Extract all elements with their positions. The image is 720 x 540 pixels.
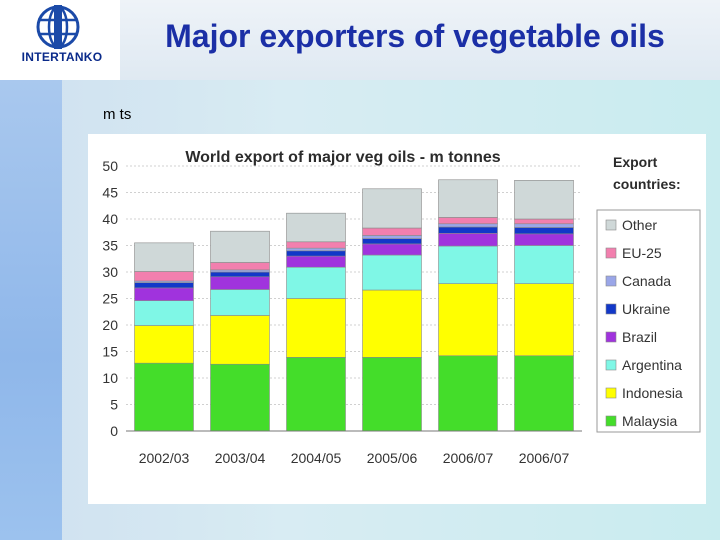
bar-segment-other <box>438 179 498 218</box>
legend-label-indonesia: Indonesia <box>622 385 683 401</box>
bar-segment-indonesia <box>210 315 270 365</box>
x-tick-label: 2002/03 <box>139 450 190 466</box>
page-title: Major exporters of vegetable oils <box>165 18 665 54</box>
legend-label-brazil: Brazil <box>622 329 657 345</box>
bar-segment-ukraine <box>362 238 422 245</box>
y-tick-label: 10 <box>102 370 118 386</box>
bar-segment-eu-25 <box>210 262 270 271</box>
bar-segment-argentina <box>438 245 498 284</box>
y-tick-label: 40 <box>102 211 118 227</box>
bar-segment-malaysia <box>514 355 574 432</box>
y-tick-label: 45 <box>102 185 118 201</box>
bar-segment-ukraine <box>438 226 498 234</box>
stacked-bar-chart: World export of major veg oils - m tonne… <box>88 134 706 504</box>
bar-segment-indonesia <box>514 283 574 357</box>
legend-swatch-other <box>605 219 617 231</box>
bar-segment-other <box>210 230 270 263</box>
bar-segment-canada <box>210 269 270 273</box>
legend-swatch-indonesia <box>605 387 617 399</box>
logo-text: INTERTANKO <box>21 50 103 64</box>
left-decorative-band <box>0 80 62 540</box>
chart: World export of major veg oils - m tonne… <box>88 134 706 504</box>
legend-label-canada: Canada <box>622 273 671 289</box>
bar-segment-other <box>286 212 346 243</box>
x-tick-label: 2004/05 <box>291 450 342 466</box>
bar-segment-canada <box>438 223 498 228</box>
legend-title-line-2: countries: <box>613 176 681 192</box>
legend-swatch-canada <box>605 275 617 287</box>
bar-segment-eu-25 <box>438 217 498 225</box>
logo: INTERTANKO <box>0 0 120 80</box>
bar-segment-brazil <box>362 243 422 256</box>
bar-segment-malaysia <box>210 363 270 432</box>
y-tick-label: 35 <box>102 238 118 254</box>
bar-segment-malaysia <box>362 357 422 432</box>
legend-swatch-ukraine <box>605 303 617 315</box>
y-tick-label: 15 <box>102 344 118 360</box>
legend-label-eu-25: EU-25 <box>622 245 662 261</box>
bar-segment-argentina <box>134 300 194 326</box>
bar-segment-indonesia <box>286 298 346 358</box>
bar-segment-ukraine <box>134 282 194 289</box>
legend-swatch-argentina <box>605 359 617 371</box>
bar-segment-brazil <box>210 276 270 290</box>
bar-segment-indonesia <box>134 325 194 364</box>
bar-segment-other <box>514 180 574 220</box>
unit-note: m ts <box>103 106 132 123</box>
y-tick-label: 0 <box>110 423 118 439</box>
legend-label-other: Other <box>622 217 657 233</box>
bar-segment-eu-25 <box>134 271 194 282</box>
legend-label-argentina: Argentina <box>622 357 682 373</box>
globe-icon <box>36 5 80 49</box>
bar-segment-brazil <box>438 233 498 247</box>
x-tick-label: 2006/07 <box>519 450 570 466</box>
legend-swatch-brazil <box>605 331 617 343</box>
y-tick-label: 50 <box>102 158 118 174</box>
bar-segment-argentina <box>362 254 422 291</box>
bar-segment-brazil <box>134 287 194 301</box>
bar-segment-canada <box>362 235 422 239</box>
chart-title: World export of major veg oils - m tonne… <box>185 149 500 166</box>
bar-segment-canada <box>286 247 346 252</box>
bar-segment-ukraine <box>514 227 574 235</box>
legend-label-ukraine: Ukraine <box>622 301 670 317</box>
y-tick-label: 20 <box>102 317 118 333</box>
bar-segment-argentina <box>210 289 270 316</box>
header: INTERTANKO Major exporters of vegetable … <box>0 0 720 80</box>
bar-segment-argentina <box>514 245 574 284</box>
bar-segment-eu-25 <box>286 241 346 249</box>
bar-segment-ukraine <box>210 271 270 278</box>
x-tick-label: 2006/07 <box>443 450 494 466</box>
bar-segment-other <box>362 188 422 229</box>
bar-segment-other <box>134 242 194 272</box>
bar-segment-indonesia <box>438 283 498 357</box>
y-tick-label: 30 <box>102 264 118 280</box>
bar-segment-malaysia <box>438 355 498 432</box>
bar-segment-canada <box>514 223 574 228</box>
bar-segment-eu-25 <box>514 218 574 225</box>
y-tick-label: 25 <box>102 291 118 307</box>
bar-segment-malaysia <box>286 357 346 432</box>
bar-segment-ukraine <box>286 250 346 257</box>
legend-swatch-malaysia <box>605 415 617 427</box>
y-tick-label: 5 <box>110 397 118 413</box>
bar-segment-brazil <box>514 233 574 246</box>
bar-segment-argentina <box>286 266 346 299</box>
bar-segment-brazil <box>286 255 346 268</box>
bar-segment-indonesia <box>362 289 422 358</box>
legend-title-line-1: Export <box>613 154 658 170</box>
x-tick-label: 2005/06 <box>367 450 418 466</box>
legend-swatch-eu-25 <box>605 247 617 259</box>
bar-segment-eu-25 <box>362 227 422 236</box>
header-strip <box>120 0 720 80</box>
x-tick-label: 2003/04 <box>215 450 266 466</box>
legend-label-malaysia: Malaysia <box>622 413 677 429</box>
bar-segment-malaysia <box>134 362 194 432</box>
